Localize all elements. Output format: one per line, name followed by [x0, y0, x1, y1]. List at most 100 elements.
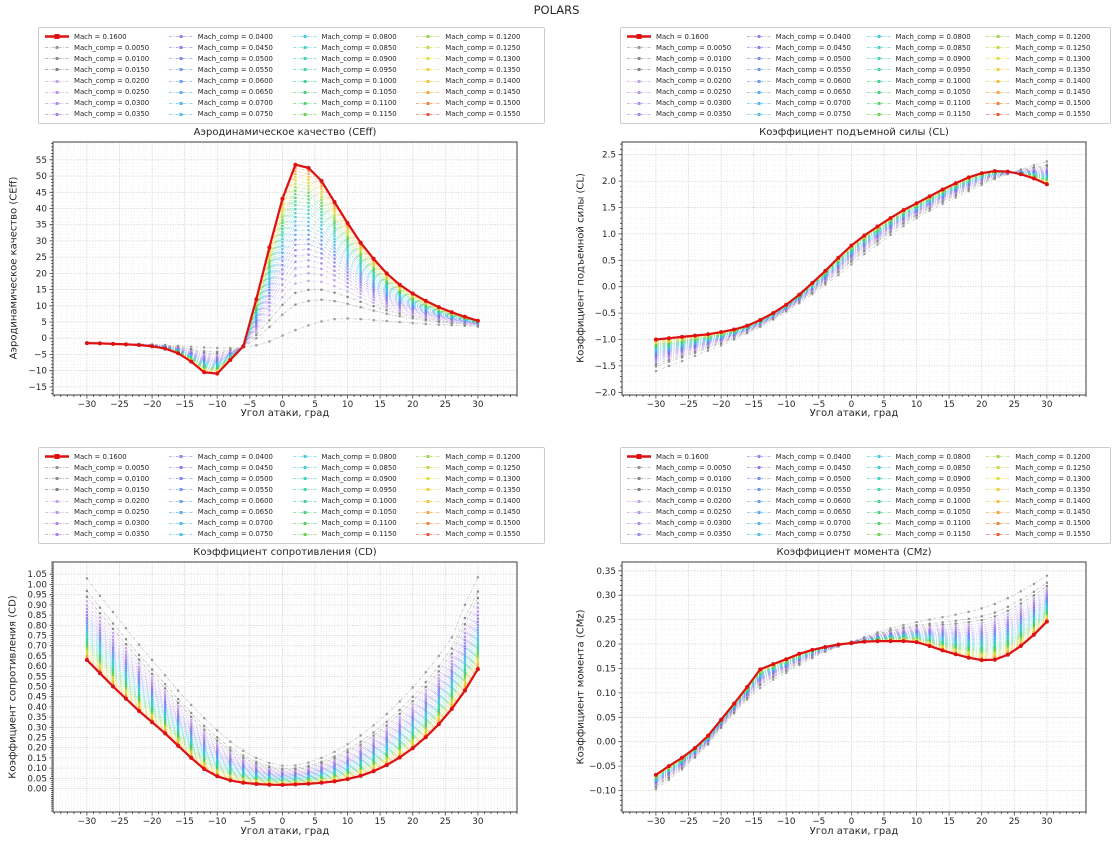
dashed-line-icon [627, 112, 651, 116]
legend-label: Mach_comp = 0.0300 [656, 99, 732, 108]
legend-label: Mach_comp = 0.0350 [74, 110, 150, 119]
dashed-line-icon [292, 510, 317, 514]
legend-label: Mach_comp = 0.0700 [197, 519, 273, 528]
panel-title-cd: Коэффициент сопротивления (CD) [193, 547, 377, 558]
panel-title-ceff: Аэродинамическое качество (CEff) [193, 127, 377, 138]
y-tick-label: −0.05 [589, 762, 616, 772]
legend-label: Mach_comp = 0.1550 [1015, 530, 1091, 539]
dashed-line-icon [292, 112, 317, 116]
legend-label: Mach_comp = 0.0650 [775, 88, 851, 97]
dashed-line-icon [627, 532, 651, 536]
dashed-line-icon [416, 101, 441, 105]
dashed-line-icon [45, 521, 69, 525]
legend-label: Mach_comp = 0.0350 [656, 530, 732, 539]
legend-item: Mach_comp = 0.0350 [626, 109, 746, 120]
y-tick-label: 0.85 [27, 611, 47, 621]
dashed-line-icon [416, 46, 441, 50]
legend-item: Mach_comp = 0.1500 [985, 518, 1105, 529]
dashed-line-icon [746, 35, 771, 39]
legend-item: Mach_comp = 0.0950 [866, 484, 986, 495]
legend-label: Mach_comp = 0.0300 [74, 519, 150, 528]
x-tick-label: −10 [777, 817, 796, 827]
legend-label: Mach = 0.1600 [656, 32, 709, 41]
dashed-line-icon [866, 455, 891, 459]
legend-label: Mach_comp = 0.0550 [197, 485, 273, 494]
highlight-line-icon [45, 34, 69, 40]
legend-item: Mach_comp = 0.0600 [168, 76, 292, 87]
x-axis-label-cl: Угол атаки, град [809, 408, 899, 419]
legend-label: Mach_comp = 0.1500 [445, 99, 521, 108]
y-tick-label: 0.05 [596, 713, 616, 723]
x-tick-label: −5 [243, 400, 256, 410]
dashed-line-icon [45, 510, 69, 514]
dashed-line-icon [168, 57, 193, 61]
y-tick-label: 0.0 [602, 283, 616, 293]
y-tick-label: 0.70 [27, 642, 47, 652]
dashed-line-icon [627, 90, 651, 94]
x-tick-label: 0 [280, 400, 286, 410]
legend-item: Mach_comp = 0.1150 [866, 109, 986, 120]
x-tick-label: 20 [407, 400, 419, 410]
legend-item: Mach_comp = 0.0050 [626, 42, 746, 53]
legend-item: Mach_comp = 0.1300 [985, 53, 1105, 64]
x-axis-label-ceff: Угол атаки, град [240, 408, 330, 419]
dashed-line-icon [292, 455, 317, 459]
highlight-markers [653, 169, 1049, 342]
dashed-line-icon [416, 466, 441, 470]
legend-item: Mach_comp = 0.0500 [746, 473, 866, 484]
legend-item: Mach_comp = 0.1500 [415, 518, 539, 529]
legend-label: Mach_comp = 0.1350 [1015, 65, 1091, 74]
dashed-line-icon [292, 532, 317, 536]
legend-label: Mach_comp = 0.0900 [895, 54, 971, 63]
legend-label: Mach_comp = 0.1250 [1015, 43, 1091, 52]
legend-item: Mach_comp = 0.0350 [626, 529, 746, 540]
dashed-line-icon [746, 510, 771, 514]
dashed-line-icon [627, 510, 651, 514]
legend-label: Mach_comp = 0.1300 [1015, 474, 1091, 483]
legend-item: Mach_comp = 0.1000 [292, 496, 416, 507]
x-tick-label: −20 [143, 817, 162, 827]
dashed-line-icon [866, 57, 891, 61]
dashed-line-icon [627, 46, 651, 50]
y-tick-label: 10 [36, 302, 48, 312]
dashed-line-icon [746, 57, 771, 61]
legend-label: Mach_comp = 0.1150 [321, 530, 397, 539]
legend-label: Mach_comp = 0.0500 [197, 474, 273, 483]
legend-item: Mach_comp = 0.1550 [985, 109, 1105, 120]
legend-item: Mach_comp = 0.1100 [292, 98, 416, 109]
legend-label: Mach_comp = 0.0750 [775, 530, 851, 539]
x-tick-label: 5 [312, 400, 318, 410]
y-tick-label: 2.5 [602, 151, 616, 161]
legend-label: Mach_comp = 0.1450 [1015, 88, 1091, 97]
y-tick-label: 0.45 [27, 693, 47, 703]
legend-item: Mach_comp = 0.1300 [415, 473, 539, 484]
legend-item: Mach_comp = 0.0100 [44, 473, 168, 484]
x-tick-label: −25 [679, 400, 698, 410]
dashed-line-icon [168, 101, 193, 105]
legend-label: Mach_comp = 0.0100 [74, 474, 150, 483]
legend-label: Mach_comp = 0.0650 [197, 508, 273, 517]
dashed-line-icon [416, 35, 441, 39]
legend-label: Mach_comp = 0.0800 [895, 452, 971, 461]
dashed-line-icon [627, 488, 651, 492]
dashed-line-icon [627, 466, 651, 470]
legend-item: Mach_comp = 0.1300 [985, 473, 1105, 484]
dashed-line-icon [45, 112, 69, 116]
legend-item: Mach_comp = 0.1050 [292, 507, 416, 518]
legend-item: Mach_comp = 0.0450 [746, 462, 866, 473]
legend-label: Mach_comp = 0.1300 [445, 54, 521, 63]
dashed-line-icon [292, 466, 317, 470]
legend-item: Mach_comp = 0.1350 [415, 484, 539, 495]
y-tick-label: −10 [28, 367, 47, 377]
dashed-line-icon [866, 477, 891, 481]
dashed-line-icon [292, 521, 317, 525]
legend-label: Mach_comp = 0.0350 [74, 530, 150, 539]
dashed-line-icon [45, 79, 69, 83]
legend-label: Mach_comp = 0.1050 [895, 508, 971, 517]
legend-item: Mach_comp = 0.1100 [866, 518, 986, 529]
x-tick-label: −20 [712, 817, 731, 827]
y-axis-label-cmz: Коэффициент момента (CMz) [575, 609, 587, 765]
dashed-line-icon [168, 532, 193, 536]
dashed-line-icon [986, 521, 1011, 525]
y-tick-label: 0.15 [27, 754, 47, 764]
